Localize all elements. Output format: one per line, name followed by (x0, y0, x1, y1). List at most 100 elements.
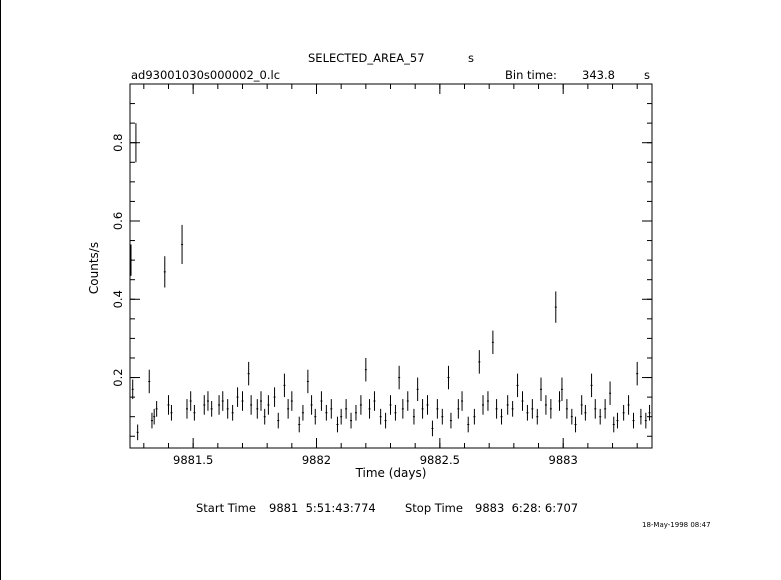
data-point (167, 395, 170, 415)
data-point (134, 123, 137, 163)
data-point (340, 408, 343, 425)
y-tick-label: 0.2 (111, 368, 125, 386)
x-tick-label: 9881.5 (173, 453, 213, 467)
data-point (290, 391, 293, 411)
data-point (436, 399, 439, 419)
data-point (570, 408, 573, 425)
data-point (273, 387, 276, 407)
data-point (359, 395, 362, 415)
data-point (336, 416, 339, 433)
data-point (131, 379, 134, 400)
data-point (500, 408, 503, 425)
data-point (486, 391, 489, 411)
data-point (250, 395, 253, 415)
data-point (539, 377, 542, 402)
bin-time-label: Bin time: (505, 68, 557, 82)
data-point (536, 408, 539, 425)
data-point (495, 399, 498, 419)
data-point (155, 401, 158, 417)
data-point (170, 404, 173, 421)
file-name: ad93001030s000002_0.lc (131, 68, 281, 82)
data-point (401, 399, 404, 419)
data-point (622, 404, 625, 421)
data-point (259, 391, 262, 411)
data-point (441, 408, 444, 425)
data-point (406, 391, 409, 411)
data-point (594, 399, 597, 419)
data-point (549, 399, 552, 419)
data-point (189, 391, 192, 411)
stop-time-label: Stop Time (405, 501, 463, 515)
data-point (449, 412, 452, 429)
data-point (554, 291, 557, 323)
data-point (306, 369, 309, 394)
data-point (129, 244, 132, 276)
data-point (181, 224, 184, 265)
data-point (364, 357, 367, 382)
data-point (389, 395, 392, 415)
x-axis-label: Time (days) (355, 466, 427, 480)
title-unit: s (468, 51, 474, 65)
data-point (256, 399, 259, 419)
y-axis-label: Counts/s (87, 242, 101, 294)
data-point (325, 404, 328, 421)
data-point (609, 381, 612, 405)
start-time-value: 9881 5:51:43:774 (269, 501, 376, 515)
data-point (298, 416, 301, 433)
data-point (467, 416, 470, 433)
data-point (373, 391, 376, 411)
data-point (599, 408, 602, 425)
chart-title: SELECTED_AREA_57 (308, 51, 425, 65)
data-point (320, 391, 323, 411)
data-point (330, 399, 333, 419)
data-point (565, 399, 568, 419)
data-point (580, 395, 583, 415)
data-point (478, 350, 481, 374)
bin-time-unit: s (644, 68, 650, 82)
data-point (193, 404, 196, 421)
data-point (491, 330, 494, 355)
start-time-label: Start Time (196, 501, 256, 515)
data-point (247, 361, 250, 386)
x-tick-label: 9882 (302, 453, 331, 467)
data-point (136, 424, 139, 441)
data-point (267, 395, 270, 415)
y-tick-label: 0.8 (111, 134, 125, 152)
data-point (590, 373, 593, 398)
data-point (150, 412, 153, 429)
y-tick-label: 0.4 (111, 290, 125, 308)
data-point (210, 401, 213, 417)
data-point (516, 373, 519, 398)
data-point (511, 401, 514, 417)
data-point (263, 408, 266, 425)
y-tick-label: 0.6 (111, 212, 125, 230)
data-point (574, 416, 577, 433)
x-tick-label: 9882.5 (420, 453, 460, 467)
data-point (416, 377, 419, 402)
data-point (153, 408, 156, 425)
data-point (345, 399, 348, 419)
data-point (379, 408, 382, 425)
data-point (206, 391, 209, 411)
data-point (398, 365, 401, 390)
data-point (185, 399, 188, 419)
data-point (473, 408, 476, 425)
data-point (447, 365, 450, 390)
data-point (421, 399, 424, 419)
data-point (277, 412, 280, 429)
data-point (314, 408, 317, 425)
data-point (148, 369, 151, 394)
data-point (384, 412, 387, 429)
bin-time-value: 343.8 (582, 68, 615, 82)
data-point (648, 404, 651, 421)
data-point (531, 399, 534, 419)
data-point (644, 412, 647, 429)
data-point (558, 391, 561, 411)
data-point (350, 412, 353, 429)
data-point (431, 420, 434, 437)
data-point (221, 391, 224, 411)
data-point (461, 391, 464, 411)
data-point (636, 361, 639, 386)
data-point (506, 395, 509, 415)
